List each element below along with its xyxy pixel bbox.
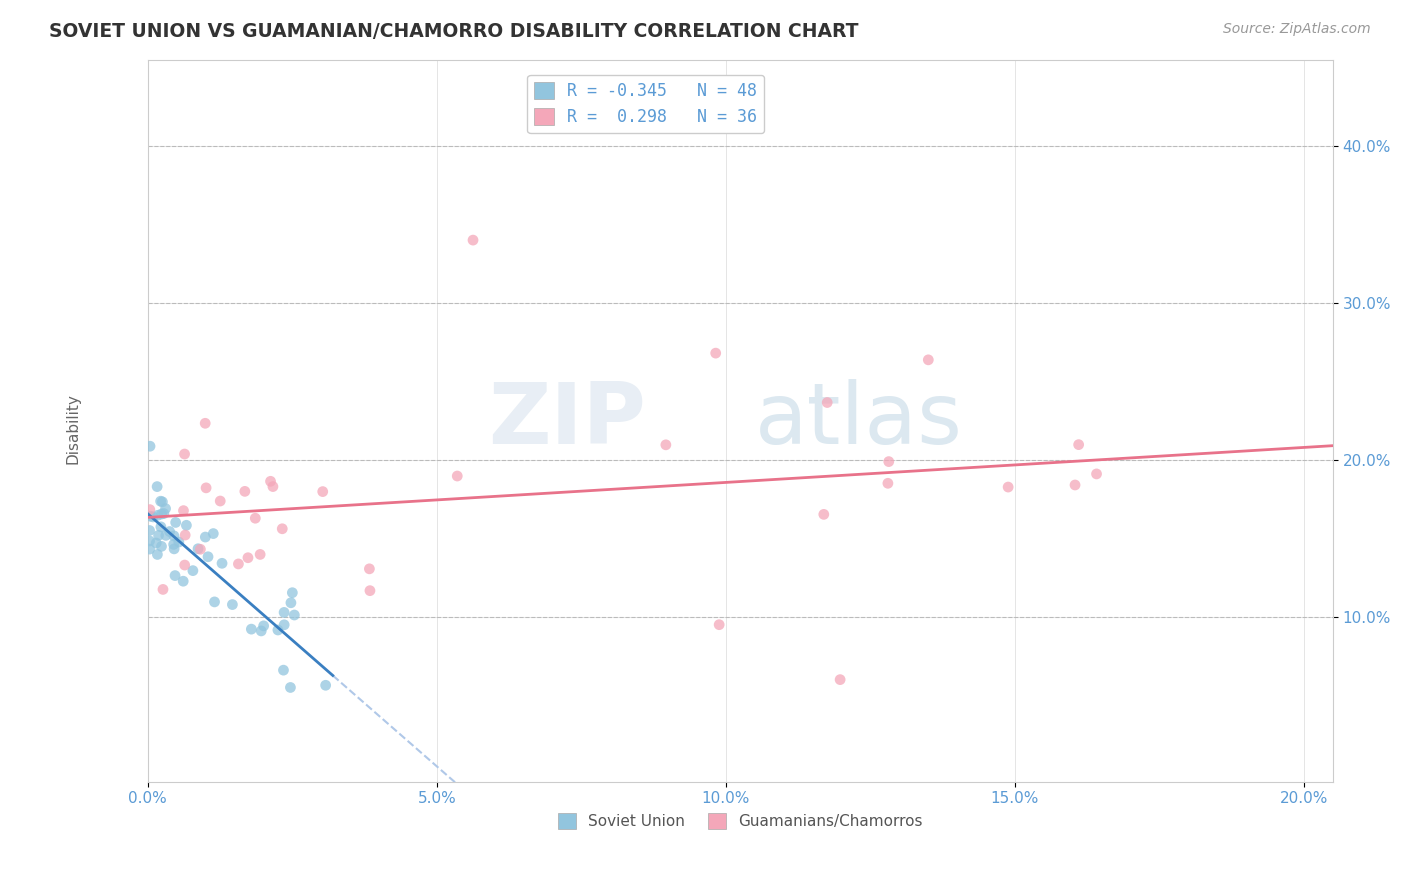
Point xyxy=(281,585,304,599)
Point xyxy=(167,535,190,549)
Point xyxy=(194,530,217,544)
Point xyxy=(152,582,174,597)
Point xyxy=(149,520,172,534)
Point xyxy=(253,619,276,633)
Point xyxy=(195,481,218,495)
Point xyxy=(704,346,727,360)
Point xyxy=(359,562,381,576)
Point xyxy=(139,439,162,453)
Point xyxy=(155,528,177,542)
Point xyxy=(250,624,273,638)
Point xyxy=(138,534,160,549)
Point xyxy=(249,548,271,562)
Point xyxy=(172,574,194,589)
Point xyxy=(163,541,186,556)
Point xyxy=(163,537,186,551)
Point xyxy=(174,528,197,542)
Point xyxy=(240,622,263,636)
Point xyxy=(273,663,295,677)
Point xyxy=(209,494,232,508)
Point xyxy=(146,508,169,523)
Point xyxy=(1085,467,1108,481)
Point xyxy=(139,509,162,524)
Point xyxy=(315,678,337,692)
Point xyxy=(176,518,198,533)
Point xyxy=(1067,437,1090,451)
Point xyxy=(280,596,302,610)
Point xyxy=(152,495,174,509)
Point xyxy=(190,542,212,557)
Point xyxy=(211,557,233,571)
Point xyxy=(181,564,204,578)
Text: Disability: Disability xyxy=(65,393,80,464)
Text: ZIP: ZIP xyxy=(488,379,645,462)
Point xyxy=(271,522,294,536)
Point xyxy=(707,617,730,632)
Point xyxy=(236,550,259,565)
Point xyxy=(197,549,219,564)
Text: atlas: atlas xyxy=(755,379,963,462)
Point xyxy=(917,352,939,367)
Point xyxy=(159,524,181,539)
Text: Source: ZipAtlas.com: Source: ZipAtlas.com xyxy=(1223,22,1371,37)
Point xyxy=(146,480,169,494)
Point xyxy=(204,595,226,609)
Point xyxy=(163,529,186,543)
Point xyxy=(194,417,217,431)
Point xyxy=(138,524,160,538)
Point xyxy=(202,526,225,541)
Point xyxy=(813,508,835,522)
Point xyxy=(139,502,162,516)
Point xyxy=(312,484,335,499)
Point xyxy=(359,583,381,598)
Point xyxy=(280,681,302,695)
Text: SOVIET UNION VS GUAMANIAN/CHAMORRO DISABILITY CORRELATION CHART: SOVIET UNION VS GUAMANIAN/CHAMORRO DISAB… xyxy=(49,22,859,41)
Point xyxy=(283,607,305,622)
Point xyxy=(187,541,209,556)
Point xyxy=(145,536,167,550)
Point xyxy=(173,558,195,572)
Point xyxy=(155,501,177,516)
Point xyxy=(150,507,173,521)
Point xyxy=(150,540,173,554)
Point xyxy=(830,673,852,687)
Point xyxy=(877,454,900,468)
Point xyxy=(165,516,187,530)
Point xyxy=(815,395,838,409)
Point xyxy=(221,598,243,612)
Point xyxy=(233,484,256,499)
Point xyxy=(1064,478,1087,492)
Point xyxy=(148,528,170,542)
Point xyxy=(173,447,195,461)
Point xyxy=(267,623,290,637)
Point xyxy=(138,542,160,557)
Point xyxy=(262,479,284,493)
Point xyxy=(273,617,295,632)
Point xyxy=(245,511,267,525)
Point xyxy=(259,475,281,489)
Point xyxy=(461,233,484,247)
Point xyxy=(877,476,900,491)
Point xyxy=(149,494,172,508)
Point xyxy=(146,548,169,562)
Point xyxy=(142,510,165,524)
Point xyxy=(228,557,250,571)
Point xyxy=(273,606,295,620)
Point xyxy=(655,438,678,452)
Point xyxy=(173,503,195,517)
Point xyxy=(153,507,176,521)
Point xyxy=(163,568,186,582)
Point xyxy=(997,480,1019,494)
Point xyxy=(446,469,468,483)
Legend: Soviet Union, Guamanians/Chamorros: Soviet Union, Guamanians/Chamorros xyxy=(551,807,929,836)
